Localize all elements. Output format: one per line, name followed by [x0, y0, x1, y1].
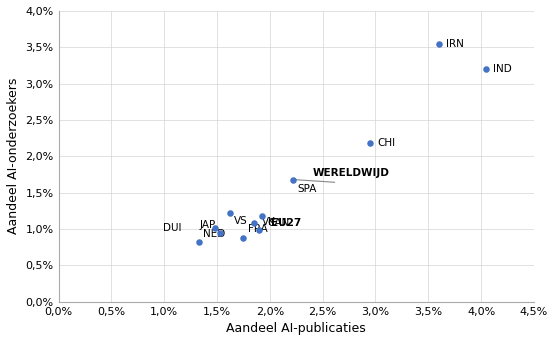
Point: [250, 220, 259, 226]
Point: [482, 66, 491, 72]
Text: VS: VS: [234, 216, 248, 226]
Text: IRN: IRN: [446, 39, 463, 49]
Point: [258, 213, 267, 219]
Point: [216, 231, 225, 236]
Y-axis label: Aandeel AI-onderzoekers: Aandeel AI-onderzoekers: [7, 78, 20, 235]
Text: CHI: CHI: [377, 138, 395, 148]
Text: FRA: FRA: [248, 224, 268, 234]
Text: CAN: CAN: [268, 219, 290, 228]
Text: NED: NED: [203, 229, 225, 239]
Text: DUI: DUI: [163, 223, 181, 233]
Point: [195, 239, 204, 245]
Point: [255, 228, 264, 233]
Text: EU27: EU27: [271, 218, 301, 228]
Point: [366, 141, 375, 146]
Text: VK: VK: [263, 217, 276, 227]
X-axis label: Aandeel AI-publicaties: Aandeel AI-publicaties: [226, 322, 366, 335]
Point: [210, 225, 219, 230]
Text: SPA: SPA: [297, 184, 317, 194]
Text: WERELDWIJD: WERELDWIJD: [312, 168, 390, 177]
Text: JAP: JAP: [200, 220, 216, 230]
Text: IND: IND: [493, 64, 512, 74]
Point: [435, 41, 443, 47]
Point: [225, 210, 234, 216]
Point: [239, 235, 248, 240]
Point: [289, 177, 297, 182]
